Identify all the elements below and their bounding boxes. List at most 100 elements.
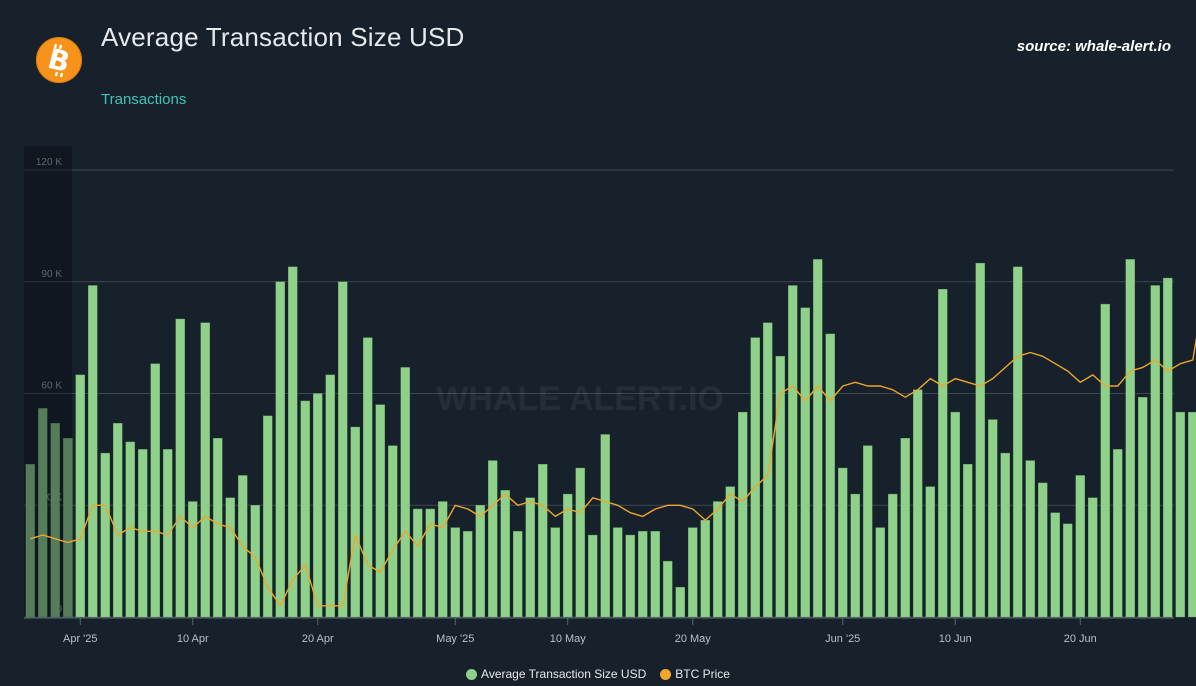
- bar: [413, 508, 423, 618]
- bar: [825, 333, 835, 618]
- bar: [188, 501, 198, 618]
- legend-label-transaction-size: Average Transaction Size USD: [481, 667, 647, 681]
- bar: [375, 404, 385, 618]
- bar: [75, 374, 85, 618]
- bar: [838, 467, 848, 618]
- y-tick-label: 90 K: [41, 269, 62, 280]
- bar: [638, 531, 648, 618]
- bar: [150, 363, 160, 618]
- bar: [750, 337, 760, 618]
- bar: [688, 527, 698, 618]
- legend-dot-line: [660, 668, 672, 680]
- bar: [313, 393, 323, 618]
- bar: [1100, 303, 1110, 618]
- bar: [1175, 411, 1185, 618]
- bar: [588, 534, 598, 618]
- bar: [350, 426, 360, 618]
- bar: [888, 493, 898, 618]
- bar: [1138, 397, 1148, 618]
- bar: [875, 527, 885, 618]
- bar: [1113, 449, 1123, 618]
- bar: [563, 493, 573, 618]
- bar: [100, 452, 110, 618]
- bitcoin-logo-icon: B: [36, 37, 82, 83]
- btc-price-line: [30, 336, 1196, 607]
- source-label: source: whale-alert.io: [1016, 38, 1171, 55]
- bar: [363, 337, 373, 618]
- bar: [425, 508, 435, 618]
- bar: [250, 505, 260, 618]
- bar: [500, 490, 510, 618]
- bar: [438, 501, 448, 618]
- x-tick-label: 10 May: [550, 633, 587, 645]
- watermark: WHALE ALERT.IO: [436, 380, 724, 418]
- bar: [213, 438, 223, 618]
- bar: [200, 322, 210, 618]
- bar: [813, 259, 823, 618]
- legend-dot-bar: [466, 668, 478, 680]
- bar: [1125, 259, 1135, 618]
- x-tick-label: 10 Apr: [177, 633, 209, 645]
- bar: [975, 262, 985, 618]
- x-tick-label: 10 Jun: [939, 633, 972, 645]
- bar: [550, 527, 560, 618]
- bar: [900, 438, 910, 618]
- legend-item-btc-price[interactable]: BTC Price: [660, 667, 730, 681]
- bar: [1150, 285, 1160, 618]
- bar: [138, 449, 148, 618]
- bar: [525, 497, 535, 618]
- x-tick-label: 20 Apr: [302, 633, 334, 645]
- bar: [1188, 411, 1196, 618]
- bar: [325, 374, 335, 618]
- bar: [288, 266, 298, 618]
- bar: [25, 464, 35, 618]
- legend-item-transaction-size[interactable]: Average Transaction Size USD: [466, 667, 646, 681]
- y-tick-label: 120 K: [36, 157, 62, 168]
- bar: [725, 486, 735, 618]
- bar: [925, 486, 935, 618]
- x-tick-label: Jun '25: [825, 633, 860, 645]
- bar: [1088, 497, 1098, 618]
- bar: [850, 493, 860, 618]
- bar: [663, 560, 673, 618]
- bar: [763, 322, 773, 618]
- bar: [300, 400, 310, 618]
- bar: [38, 408, 48, 618]
- bar: [225, 497, 235, 618]
- bar: [475, 505, 485, 618]
- bar: [700, 519, 710, 618]
- bar: [1063, 523, 1073, 618]
- bar: [1075, 475, 1085, 618]
- bar: [88, 285, 98, 618]
- bar: [113, 423, 123, 618]
- bar: [488, 460, 498, 618]
- bar: [738, 411, 748, 618]
- bar: [788, 285, 798, 618]
- x-tick-label: May '25: [436, 633, 474, 645]
- bar: [625, 534, 635, 618]
- bar: [1163, 277, 1173, 618]
- bar: [450, 527, 460, 618]
- x-tick-label: Apr '25: [63, 633, 98, 645]
- bar: [575, 467, 585, 618]
- bar: [1038, 482, 1048, 618]
- bar: [338, 281, 348, 618]
- bar: [863, 445, 873, 618]
- bar: [1000, 452, 1010, 618]
- bar-series: [25, 259, 1196, 618]
- bar: [988, 419, 998, 618]
- bar: [938, 289, 948, 618]
- bar: [800, 307, 810, 618]
- bar: [263, 415, 273, 618]
- bar: [675, 587, 685, 618]
- chart-subtitle: Transactions: [101, 91, 187, 108]
- bar: [650, 531, 660, 618]
- bar: [950, 411, 960, 618]
- chart-title: Average Transaction Size USD: [101, 22, 465, 52]
- x-tick-label: 20 May: [675, 633, 712, 645]
- bar: [50, 423, 60, 618]
- bar: [175, 318, 185, 618]
- bar: [1025, 460, 1035, 618]
- bar: [538, 464, 548, 618]
